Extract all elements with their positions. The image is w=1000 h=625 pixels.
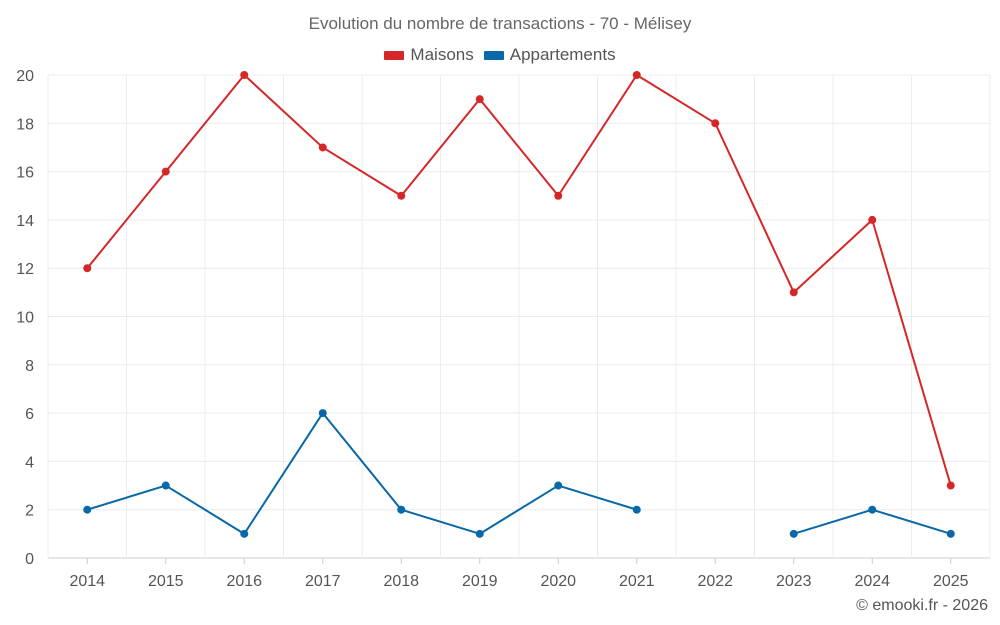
legend-swatch-appartements <box>483 50 504 60</box>
data-point-appartements[interactable] <box>318 409 327 418</box>
x-tick-label: 2018 <box>383 573 419 590</box>
y-tick-label: 4 <box>25 454 34 471</box>
data-point-maisons[interactable] <box>789 288 798 297</box>
series-line-maisons <box>86 74 952 486</box>
data-point-maisons[interactable] <box>161 167 170 176</box>
x-tick-label: 2019 <box>462 573 498 590</box>
legend-item-appartements[interactable]: Appartements <box>483 45 616 65</box>
y-tick-label: 6 <box>25 406 34 423</box>
data-point-appartements[interactable] <box>632 505 641 514</box>
axes: 0 2 4 6 8 10 12 14 16 18 20 2014 2015 2016 2017 2018 201… <box>16 68 968 590</box>
y-tick-label: 2 <box>25 503 34 520</box>
data-point-appartements[interactable] <box>475 529 484 538</box>
y-tick-label: 10 <box>16 310 34 327</box>
x-tick-label: 2024 <box>854 573 890 590</box>
data-point-appartements[interactable] <box>946 529 955 538</box>
grid-lines <box>47 74 991 559</box>
data-point-maisons[interactable] <box>318 143 327 152</box>
watermark: © emooki.fr - 2026 <box>856 597 988 614</box>
data-point-appartements[interactable] <box>868 505 877 514</box>
series-points <box>83 71 955 538</box>
y-tick-label: 14 <box>16 213 34 230</box>
data-point-maisons[interactable] <box>554 191 563 200</box>
data-point-appartements[interactable] <box>789 529 798 538</box>
y-tick-label: 16 <box>16 165 34 182</box>
data-point-maisons[interactable] <box>632 71 641 79</box>
y-tick-label: 0 <box>25 551 34 568</box>
x-tick-label: 2014 <box>69 573 105 590</box>
y-tick-label: 8 <box>25 358 34 375</box>
chart-legend: Maisons Appartements <box>0 45 1000 65</box>
data-point-appartements[interactable] <box>83 505 92 514</box>
data-point-maisons[interactable] <box>868 215 877 224</box>
legend-item-maisons[interactable]: Maisons <box>384 45 474 65</box>
series-line-appartements <box>86 412 638 535</box>
data-point-maisons[interactable] <box>711 119 720 128</box>
data-point-maisons[interactable] <box>397 191 406 200</box>
y-tick-label: 20 <box>16 68 34 85</box>
x-tick-label: 2020 <box>540 573 576 590</box>
x-tick-label: 2023 <box>776 573 812 590</box>
y-tick-label: 12 <box>16 261 34 278</box>
data-point-maisons[interactable] <box>240 71 249 79</box>
legend-swatch-maisons <box>384 50 405 60</box>
x-tick-label: 2017 <box>305 573 341 590</box>
data-point-appartements[interactable] <box>240 529 249 538</box>
data-point-maisons[interactable] <box>475 95 484 104</box>
data-point-maisons[interactable] <box>83 264 92 273</box>
x-tick-label: 2025 <box>933 573 969 590</box>
legend-label-appartements: Appartements <box>509 45 616 64</box>
y-tick-label: 18 <box>16 116 34 133</box>
x-tick-label: 2015 <box>148 573 184 590</box>
chart-title: Evolution du nombre de transactions - 70… <box>308 14 692 33</box>
data-point-appartements[interactable] <box>161 481 170 490</box>
data-point-maisons[interactable] <box>946 481 955 490</box>
data-point-appartements[interactable] <box>554 481 563 490</box>
x-tick-label: 2021 <box>619 573 655 590</box>
x-tick-label: 2022 <box>697 573 733 590</box>
data-point-appartements[interactable] <box>397 505 406 514</box>
x-tick-label: 2016 <box>226 573 262 590</box>
legend-label-maisons: Maisons <box>410 45 474 64</box>
